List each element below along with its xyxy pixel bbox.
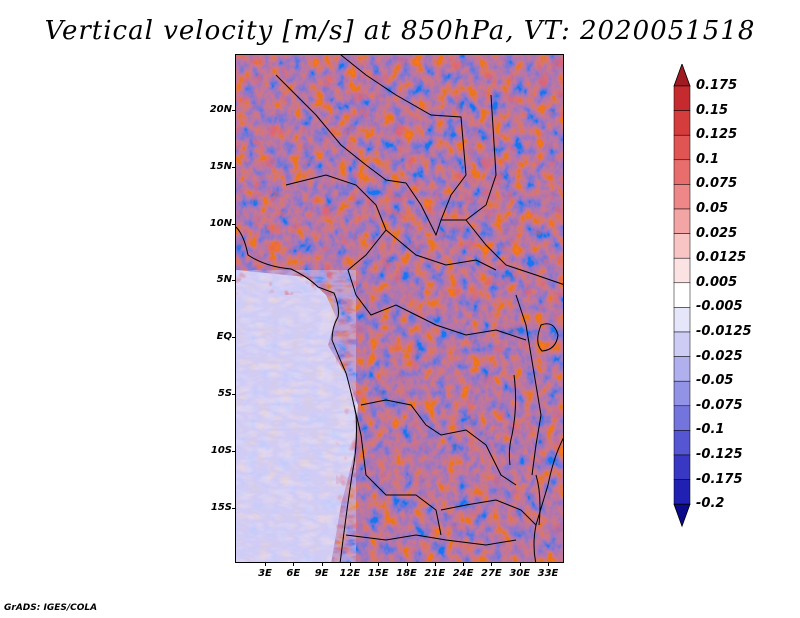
lon-label: 33E xyxy=(537,568,559,579)
lat-label: 5N xyxy=(216,274,232,286)
lon-tick xyxy=(519,562,521,566)
colorbar-box xyxy=(673,307,691,333)
lat-tick xyxy=(232,337,236,339)
lon-label: 6E xyxy=(286,568,301,579)
lat-tick xyxy=(232,280,236,282)
colorbar xyxy=(673,64,691,528)
lat-label: 10S xyxy=(210,444,232,456)
lon-tick xyxy=(463,562,465,566)
lon-label: 18E xyxy=(396,568,417,579)
border-niger xyxy=(275,74,407,184)
border-zambia xyxy=(440,499,537,526)
lon-label: 24E xyxy=(452,568,474,579)
colorbar-label: -0.075 xyxy=(696,397,743,413)
lat-tick xyxy=(232,450,236,452)
border-angola xyxy=(353,404,442,536)
border-sahara xyxy=(340,55,467,221)
colorbar-label: -0.025 xyxy=(696,348,743,364)
lon-label: 15E xyxy=(367,568,389,579)
colorbar-label: 0.1 xyxy=(696,151,720,167)
lon-label: 3E xyxy=(258,568,272,579)
colorbar-box xyxy=(673,110,691,136)
coastline-southwest xyxy=(339,414,357,562)
colorbar-box xyxy=(673,282,691,308)
red-streaks-north xyxy=(236,55,563,295)
lake-tanganyika xyxy=(508,374,517,466)
colorbar-box xyxy=(673,405,691,431)
border-east-lakes xyxy=(515,294,542,476)
lat-label: EQ xyxy=(216,331,232,343)
lon-label: 9E xyxy=(314,568,329,579)
colorbar-box xyxy=(673,430,691,456)
lon-tick xyxy=(378,562,380,566)
colorbar-label: -0.1 xyxy=(696,422,725,438)
border-namibia xyxy=(345,534,517,546)
colorbar-label: 0.0125 xyxy=(696,250,747,266)
colorbar-label: -0.005 xyxy=(696,299,743,315)
colorbar-label: 0.075 xyxy=(696,176,738,192)
colorbar-box xyxy=(673,184,691,210)
colorbar-box xyxy=(673,331,691,357)
colorbar-label: 0.005 xyxy=(696,274,738,290)
lat-label: 10N xyxy=(209,217,232,229)
lake-malawi xyxy=(535,474,541,526)
lon-label: 27E xyxy=(481,568,502,579)
chart-title: Vertical velocity [m/s] at 850hPa, VT: 2… xyxy=(44,16,756,46)
colorbar-label: 0.175 xyxy=(696,78,738,93)
colorbar-box xyxy=(673,85,691,111)
lat-tick xyxy=(232,110,236,111)
colorbar-box xyxy=(673,479,691,505)
colorbar-label: -0.125 xyxy=(696,447,743,462)
colorbar-label: 0.15 xyxy=(696,102,729,118)
lon-tick xyxy=(406,562,408,566)
border-sudan xyxy=(465,219,563,285)
lon-tick xyxy=(491,562,493,566)
lon-tick xyxy=(434,562,436,566)
vertical-velocity-map xyxy=(235,54,564,563)
lon-tick xyxy=(321,562,323,566)
lake-victoria xyxy=(537,323,559,352)
coastline-east-africa xyxy=(533,437,563,562)
colorbar-label: 0.05 xyxy=(696,201,729,216)
lon-tick xyxy=(349,562,351,566)
colorbar-bottom-arrow xyxy=(673,503,691,528)
colorbar-box xyxy=(673,134,691,161)
lon-tick xyxy=(548,562,549,566)
lon-tick xyxy=(265,562,266,566)
colorbar-label: -0.0125 xyxy=(696,324,752,339)
lon-tick xyxy=(293,562,295,566)
colorbar-box xyxy=(673,356,691,382)
lon-label: 30E xyxy=(509,568,531,579)
colorbar-box xyxy=(673,454,691,480)
colorbar-label: 0.025 xyxy=(696,225,738,241)
colorbar-label: 0.125 xyxy=(696,127,738,143)
border-congo xyxy=(347,269,527,341)
border-nigeria xyxy=(285,174,387,271)
lat-tick xyxy=(232,394,236,395)
footer-credit: GrADS: IGES/COLA xyxy=(4,603,98,613)
colorbar-box xyxy=(673,380,691,407)
red-streaks-south xyxy=(336,295,563,562)
lat-tick xyxy=(232,166,236,168)
lat-tick xyxy=(232,507,236,509)
colorbar-box xyxy=(673,257,691,284)
border-car xyxy=(385,229,497,271)
lon-label: 21E xyxy=(424,568,446,579)
lat-tick xyxy=(232,223,236,225)
colorbar-label: -0.2 xyxy=(696,496,725,512)
lat-label: 5S xyxy=(217,388,232,399)
colorbar-box xyxy=(673,159,691,185)
lat-label: 15N xyxy=(209,160,232,172)
colorbar-box xyxy=(673,233,691,259)
coastline-west-africa xyxy=(236,226,357,416)
lat-label: 15S xyxy=(210,501,232,513)
colorbar-label: -0.175 xyxy=(696,471,743,487)
colorbar-label: -0.05 xyxy=(696,373,734,389)
colorbar-box xyxy=(673,208,691,234)
lat-label: 20N xyxy=(209,104,232,115)
colorbar-top-arrow xyxy=(673,64,691,87)
lon-label: 12E xyxy=(339,568,361,579)
border-drc-south xyxy=(360,399,517,486)
border-chad xyxy=(405,94,497,237)
